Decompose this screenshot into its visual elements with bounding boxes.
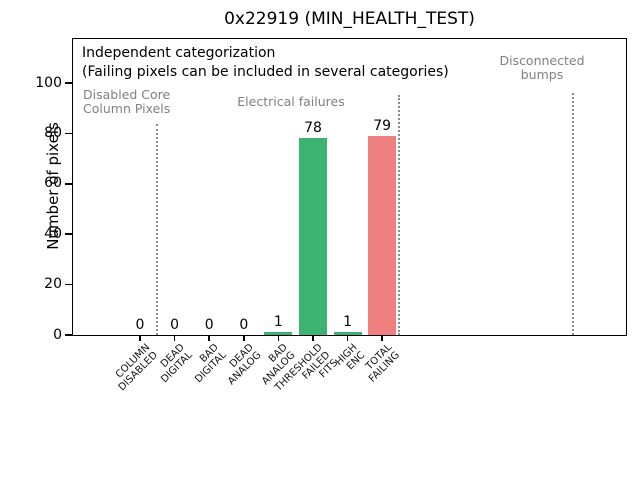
bar-value-label-threshold-failed-fits: 78 bbox=[304, 120, 322, 137]
bar-total-failing bbox=[368, 135, 397, 335]
y-axis-tick bbox=[65, 283, 72, 286]
annotation-line-2: (Failing pixels can be included in sever… bbox=[82, 64, 449, 80]
bar-value-label-total-failing: 79 bbox=[373, 117, 392, 134]
y-axis-tick-label: 0 bbox=[53, 326, 62, 343]
x-axis-tick-label-bad-digital: BAD DIGITAL bbox=[193, 342, 229, 386]
y-axis-tick-label: 100 bbox=[35, 74, 62, 91]
bar-high-enc bbox=[333, 332, 362, 335]
annotation-line-1: Independent categorization bbox=[82, 45, 276, 61]
bar-bad-analog bbox=[264, 332, 293, 335]
bar-value-label-dead-digital: 0 bbox=[170, 317, 180, 333]
y-axis-tick-label: 80 bbox=[44, 124, 62, 141]
x-axis-tick-label-dead-analog: DEAD ANALOG bbox=[225, 342, 264, 388]
plot-area bbox=[72, 38, 627, 336]
y-axis-tick bbox=[65, 233, 72, 235]
section-label-electrical-failures: Electrical failures bbox=[237, 94, 345, 109]
x-axis-tick bbox=[381, 336, 383, 341]
section-separator-2 bbox=[398, 95, 400, 335]
bar-value-label-column-disabled: 0 bbox=[135, 317, 145, 333]
y-axis-tick-label: 60 bbox=[44, 175, 62, 192]
bar-value-label-bad-digital: 0 bbox=[204, 317, 214, 333]
x-axis-tick bbox=[243, 336, 245, 341]
x-axis-tick bbox=[346, 336, 349, 341]
y-axis-tick-label: 40 bbox=[44, 225, 62, 242]
y-axis-tick bbox=[65, 132, 72, 135]
x-axis-tick bbox=[277, 336, 280, 341]
x-axis-tick bbox=[139, 336, 141, 341]
x-axis-tick-label-total-failing: TOTAL FAILING bbox=[363, 342, 402, 385]
x-axis-tick bbox=[312, 336, 314, 341]
section-label-disabled-core-column-pixels: Disabled Core Column Pixels bbox=[83, 87, 171, 116]
bar-value-label-dead-analog: 0 bbox=[239, 317, 249, 333]
bar-threshold-failed-fits bbox=[299, 138, 327, 335]
x-axis-tick bbox=[173, 336, 176, 341]
chart-title: 0x22919 (MIN_HEALTH_TEST) bbox=[224, 9, 475, 29]
y-axis-tick bbox=[65, 183, 72, 185]
y-axis-tick bbox=[65, 82, 72, 84]
x-axis-tick-label-dead-digital: DEAD DIGITAL bbox=[158, 342, 195, 386]
y-axis-tick-label: 20 bbox=[44, 276, 62, 293]
bar-value-label-high-enc: 1 bbox=[343, 314, 353, 331]
bar-value-label-bad-analog: 1 bbox=[273, 314, 283, 331]
section-separator-1 bbox=[156, 124, 158, 335]
section-label-disconnected-bumps: Disconnected bumps bbox=[499, 53, 585, 82]
y-axis-tick bbox=[65, 334, 72, 336]
section-separator-3 bbox=[572, 93, 574, 335]
x-axis-tick bbox=[208, 336, 210, 341]
